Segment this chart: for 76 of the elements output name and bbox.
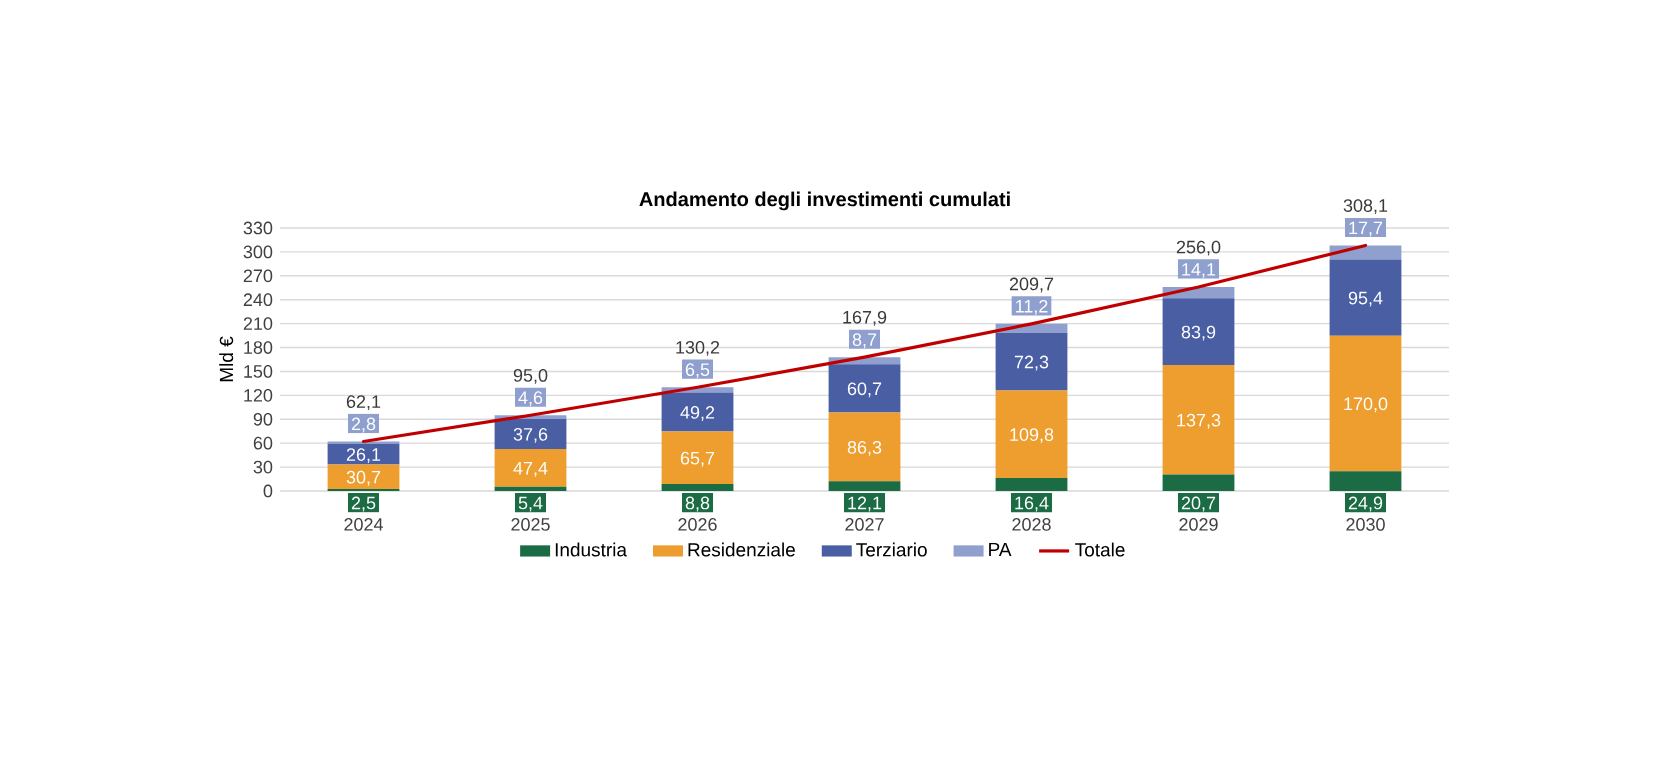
y-tick-label: 330 — [243, 221, 273, 235]
bar — [1329, 259, 1402, 336]
x-tick-label: 2024 — [344, 518, 383, 531]
y-tick-label: 270 — [243, 269, 273, 283]
legend-label: Industria — [555, 542, 627, 557]
y-tick-label: 30 — [253, 460, 273, 474]
data-label: 83,9 — [1181, 325, 1216, 341]
bar — [661, 431, 734, 484]
chart-title: Andamento degli investimenti cumulati — [639, 191, 1010, 211]
data-label: 95,4 — [1348, 291, 1383, 307]
data-label: 62,1 — [346, 395, 381, 411]
legend-label: Residenziale — [688, 542, 795, 557]
data-label: 109,8 — [1010, 428, 1054, 444]
data-label: 170,0 — [1344, 397, 1388, 413]
data-label: 30,7 — [346, 470, 381, 486]
x-tick-label: 2028 — [1012, 518, 1051, 531]
data-label: 14,1 — [1182, 263, 1216, 278]
data-label: 167,9 — [843, 310, 887, 326]
bar — [327, 441, 400, 444]
bar — [1162, 298, 1235, 366]
data-label: 2,5 — [351, 496, 376, 512]
x-tick-label: 2027 — [845, 518, 884, 531]
x-tick-label: 2030 — [1346, 518, 1385, 531]
bar — [494, 448, 567, 487]
bar — [327, 464, 400, 489]
data-label: 20,7 — [1181, 496, 1216, 512]
bar — [995, 332, 1068, 391]
data-label: 47,4 — [513, 462, 548, 477]
data-label: 26,1 — [346, 448, 381, 464]
data-label: 4,6 — [518, 391, 543, 407]
data-label: 256,0 — [1176, 240, 1221, 256]
data-label: 60,7 — [847, 382, 882, 398]
bar — [1329, 335, 1402, 472]
y-tick-label: 120 — [244, 388, 273, 402]
data-label: 8,7 — [852, 333, 877, 349]
bar — [1162, 365, 1235, 475]
legend-label: PA — [989, 542, 1012, 556]
data-label: 24,9 — [1348, 496, 1383, 512]
x-tick-label: 2025 — [511, 518, 550, 531]
legend-label: Totale — [1075, 542, 1125, 557]
data-label: 65,7 — [680, 451, 715, 467]
x-tick-label: 2026 — [678, 518, 717, 531]
data-label: 130,2 — [676, 340, 720, 356]
y-tick-label: 150 — [244, 365, 273, 378]
data-label: 2,8 — [351, 417, 376, 433]
data-label: 137,3 — [1177, 413, 1221, 429]
y-tick-label: 180 — [244, 341, 273, 354]
y-tick-label: 240 — [243, 293, 273, 307]
data-label: 6,5 — [685, 363, 710, 379]
data-label: 37,6 — [513, 427, 548, 443]
data-label: 49,2 — [680, 406, 715, 421]
x-tick-label: 2029 — [1179, 518, 1218, 531]
data-label: 12,1 — [848, 496, 882, 512]
y-tick-label: 0 — [263, 484, 273, 498]
bar — [327, 443, 400, 465]
bar — [828, 412, 901, 482]
legend-label: Terziario — [856, 542, 927, 557]
bar — [995, 390, 1068, 478]
data-label: 209,7 — [1009, 277, 1054, 293]
data-label: 308,1 — [1343, 199, 1388, 215]
data-label: 72,3 — [1014, 355, 1049, 371]
data-label: 5,4 — [518, 496, 543, 512]
y-tick-label: 90 — [253, 412, 273, 426]
data-label: 11,2 — [1016, 299, 1048, 315]
data-label: 8,8 — [685, 496, 710, 512]
data-label: 17,7 — [1349, 221, 1383, 237]
y-tick-label: 210 — [243, 317, 273, 331]
data-label: 16,4 — [1015, 496, 1049, 512]
y-tick-label: 60 — [253, 436, 273, 450]
bar — [661, 392, 734, 432]
y-axis-title: Mld € — [219, 336, 234, 382]
bar — [828, 364, 901, 413]
bar — [494, 418, 567, 449]
data-label: 86,3 — [847, 440, 882, 456]
y-tick-label: 300 — [243, 245, 273, 259]
data-label: 95,0 — [513, 368, 548, 384]
